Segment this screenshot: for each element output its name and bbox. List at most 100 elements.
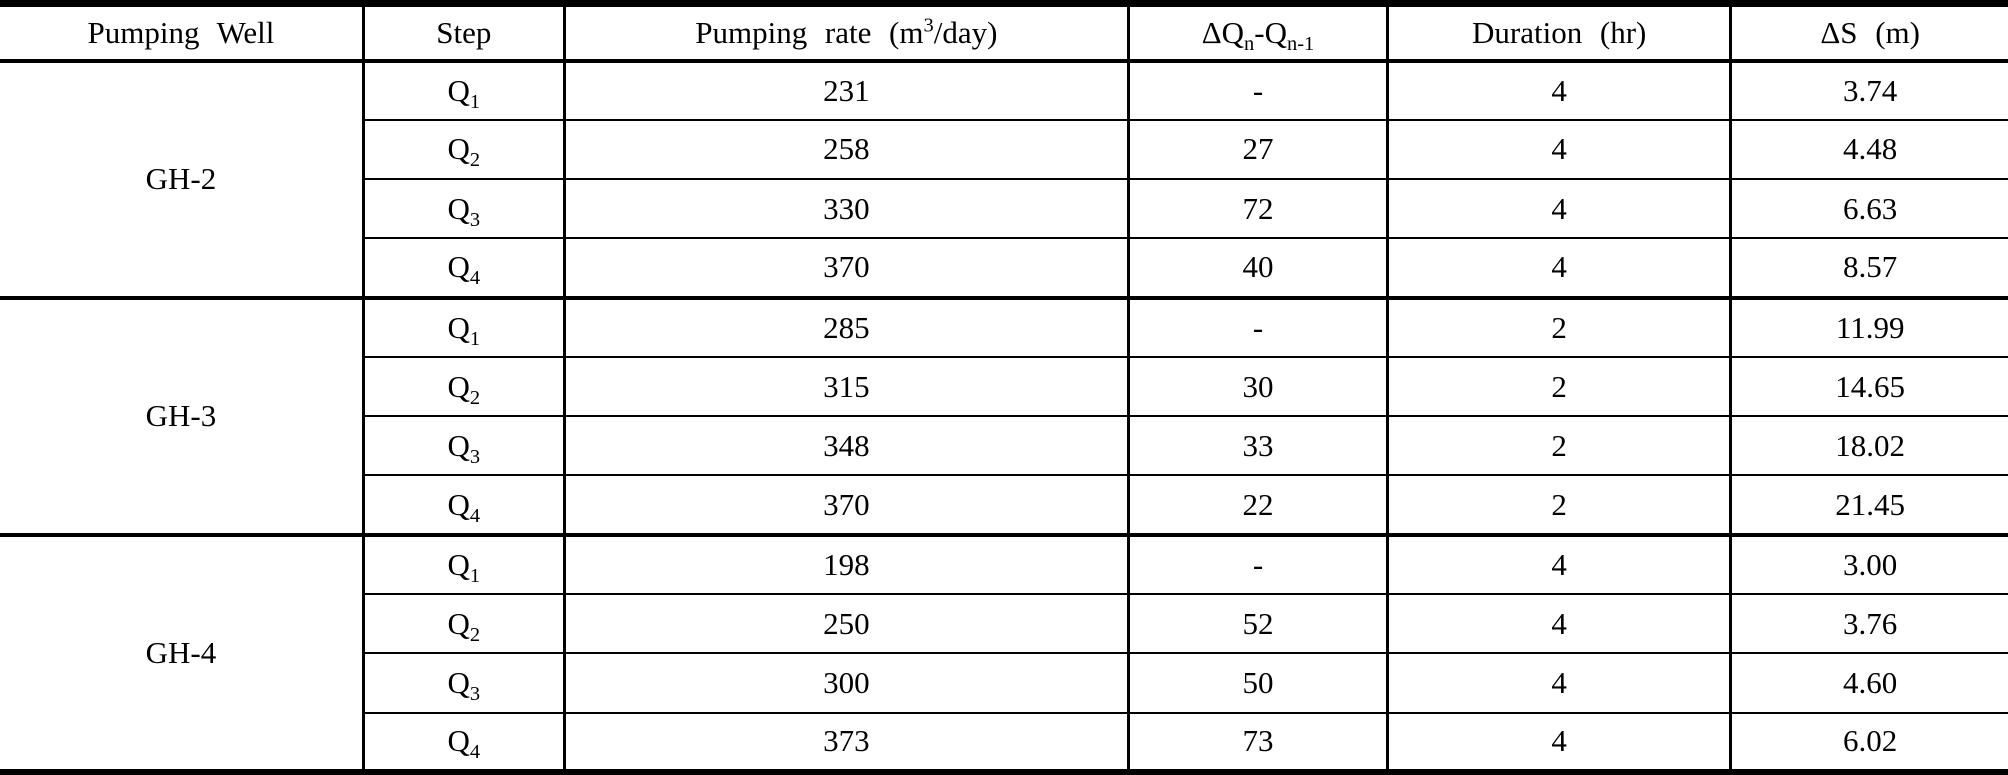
dq-cell: 73 xyxy=(1126,711,1388,772)
duration-cell: 4 xyxy=(1385,58,1731,120)
table-row: Q3 348 33 2 18.02 xyxy=(0,415,2008,476)
step-cell: Q1 xyxy=(361,58,565,120)
header-row: Pumping Well Step Pumping rate (m3/day) … xyxy=(0,3,2008,63)
step-subscript: 1 xyxy=(469,327,481,350)
header-step: Step xyxy=(361,3,565,63)
step-cell: Q1 xyxy=(361,532,565,595)
rate-cell: 330 xyxy=(562,178,1129,239)
header-dq-text-2: -Q xyxy=(1254,14,1287,50)
rate-cell: 250 xyxy=(562,593,1129,654)
rate-cell: 370 xyxy=(562,237,1129,298)
dq-cell: - xyxy=(1126,295,1388,357)
header-rate-text: Pumping rate (m xyxy=(695,14,924,50)
table-row: Q2 250 52 4 3.76 xyxy=(0,593,2008,654)
table-row: GH-2 Q1 231 - 4 3.74 xyxy=(0,58,2008,298)
header-delta-s: ΔS (m) xyxy=(1729,3,2008,63)
step-subscript: 2 xyxy=(469,386,481,409)
step-subscript: 1 xyxy=(469,90,481,113)
well-name-cell: GH-4 xyxy=(0,532,364,772)
step-subscript: 3 xyxy=(469,683,481,706)
dq-cell: 33 xyxy=(1126,415,1388,476)
step-label: Q xyxy=(447,368,470,404)
duration-cell: 2 xyxy=(1385,295,1731,357)
step-subscript: 4 xyxy=(469,741,481,764)
dq-cell: 22 xyxy=(1126,474,1388,535)
step-subscript: 4 xyxy=(469,504,481,527)
rate-cell: 370 xyxy=(562,474,1129,535)
ds-cell: 4.48 xyxy=(1729,118,2008,180)
step-cell: Q3 xyxy=(361,415,565,476)
duration-cell: 4 xyxy=(1385,652,1731,713)
rate-cell: 348 xyxy=(562,415,1129,476)
duration-cell: 4 xyxy=(1385,237,1731,298)
step-label: Q xyxy=(447,309,470,345)
step-label: Q xyxy=(447,664,470,700)
step-cell: Q4 xyxy=(361,474,565,535)
step-subscript: 1 xyxy=(469,565,481,588)
table-row: Q4 370 22 2 21.45 xyxy=(0,474,2008,535)
duration-cell: 4 xyxy=(1385,711,1731,772)
header-rate-text-suffix: /day) xyxy=(933,14,998,50)
rate-cell: 198 xyxy=(562,532,1129,595)
duration-cell: 4 xyxy=(1385,118,1731,180)
step-subscript: 3 xyxy=(469,446,481,469)
ds-cell: 6.63 xyxy=(1729,178,2008,239)
duration-cell: 4 xyxy=(1385,593,1731,654)
duration-cell: 2 xyxy=(1385,474,1731,535)
step-cell: Q1 xyxy=(361,295,565,357)
step-label: Q xyxy=(447,546,470,582)
step-cell: Q4 xyxy=(361,711,565,772)
duration-cell: 2 xyxy=(1385,355,1731,417)
table-row: Q2 315 30 2 14.65 xyxy=(0,355,2008,417)
rate-cell: 231 xyxy=(562,58,1129,120)
step-label: Q xyxy=(447,249,470,285)
table-row: Q4 373 73 4 6.02 xyxy=(0,711,2008,772)
step-label: Q xyxy=(447,427,470,463)
ds-cell: 3.74 xyxy=(1729,58,2008,120)
dq-cell: 27 xyxy=(1126,118,1388,180)
duration-cell: 4 xyxy=(1385,178,1731,239)
rate-cell: 285 xyxy=(562,295,1129,357)
step-label: Q xyxy=(447,72,470,108)
dq-cell: 52 xyxy=(1126,593,1388,654)
header-duration: Duration (hr) xyxy=(1385,3,1731,63)
header-dq-sub-n: n xyxy=(1244,32,1255,55)
well-name-cell: GH-3 xyxy=(0,295,364,535)
step-label: Q xyxy=(447,190,470,226)
step-label: Q xyxy=(447,486,470,522)
dq-cell: 40 xyxy=(1126,237,1388,298)
ds-cell: 11.99 xyxy=(1729,295,2008,357)
step-cell: Q2 xyxy=(361,593,565,654)
rate-cell: 258 xyxy=(562,118,1129,180)
table-row: GH-4 Q1 198 - 4 3.00 xyxy=(0,532,2008,772)
step-cell: Q4 xyxy=(361,237,565,298)
header-dq-sub-n1: n-1 xyxy=(1286,32,1315,55)
dq-cell: 50 xyxy=(1126,652,1388,713)
duration-cell: 4 xyxy=(1385,532,1731,595)
ds-cell: 3.00 xyxy=(1729,532,2008,595)
table-row: Q4 370 40 4 8.57 xyxy=(0,237,2008,298)
table-row: Q2 258 27 4 4.48 xyxy=(0,118,2008,180)
rate-cell: 315 xyxy=(562,355,1129,417)
dq-cell: 72 xyxy=(1126,178,1388,239)
step-subscript: 4 xyxy=(469,267,481,290)
header-rate-superscript: 3 xyxy=(923,14,934,37)
step-cell: Q3 xyxy=(361,652,565,713)
ds-cell: 18.02 xyxy=(1729,415,2008,476)
step-subscript: 2 xyxy=(469,623,481,646)
step-cell: Q2 xyxy=(361,118,565,180)
well-name-cell: GH-2 xyxy=(0,58,364,298)
step-subscript: 2 xyxy=(469,149,481,172)
ds-cell: 4.60 xyxy=(1729,652,2008,713)
ds-cell: 21.45 xyxy=(1729,474,2008,535)
table-row: Q3 300 50 4 4.60 xyxy=(0,652,2008,713)
step-cell: Q3 xyxy=(361,178,565,239)
rate-cell: 373 xyxy=(562,711,1129,772)
header-pumping-rate: Pumping rate (m3/day) xyxy=(562,3,1129,63)
step-subscript: 3 xyxy=(469,208,481,231)
table-row: GH-3 Q1 285 - 2 11.99 xyxy=(0,295,2008,535)
header-pumping-well: Pumping Well xyxy=(0,3,364,63)
ds-cell: 8.57 xyxy=(1729,237,2008,298)
table-row: Q3 330 72 4 6.63 xyxy=(0,178,2008,239)
